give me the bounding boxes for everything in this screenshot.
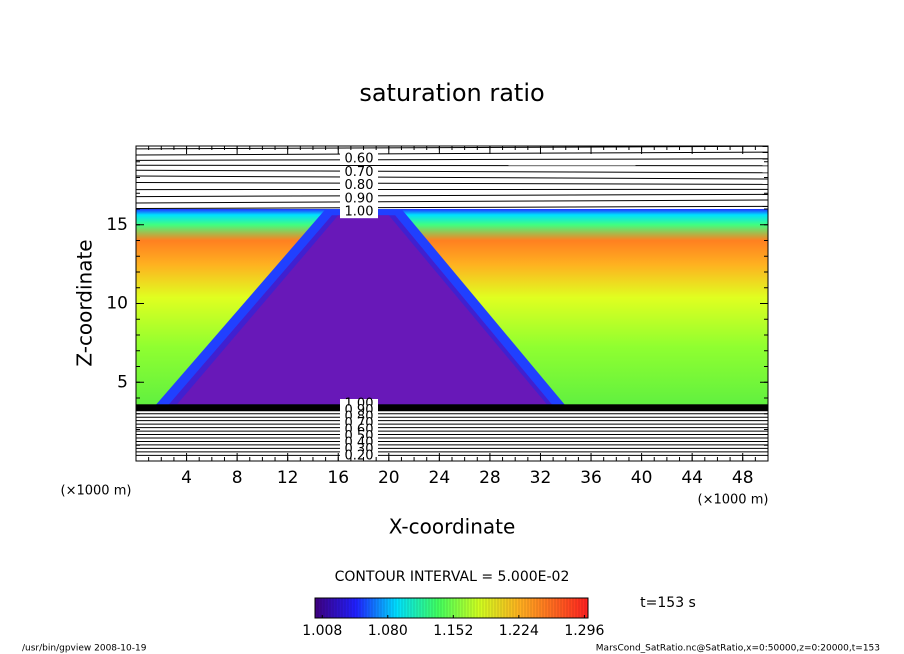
label-bg [340,418,378,429]
colorbar-label: 1.008 [302,623,342,639]
label-bg [340,438,378,448]
contour-line [135,175,769,180]
y-tick-label: 15 [106,215,128,235]
colorbar [314,597,589,619]
contour-line [135,169,769,174]
x-unit: (×1000 m) [698,493,769,508]
contour-line [135,182,769,185]
label-bg [340,399,378,409]
x-tick-label: 44 [681,468,703,488]
colorbar-label: 1.296 [564,623,604,639]
x-tick-label: 12 [277,468,299,488]
field [135,145,769,456]
contour-label: 0.90 [345,191,374,206]
footer: MarsCond_SatRatio.nc@SatRatio,x=0:50000,… [596,644,880,654]
label-bg [340,412,378,422]
y-axis-label: Z-coordinate [73,239,97,366]
contour-line [135,151,769,156]
contour-line [135,164,769,167]
contour-line [135,193,769,198]
contour-line [135,158,769,161]
label-bg [340,451,378,461]
contour-label: 1.00 [345,205,374,220]
x-tick-label: 40 [631,468,653,488]
y-tick-label: 5 [117,372,128,392]
contour-label: 0.70 [345,165,374,180]
x-axis-label: X-coordinate [389,515,516,539]
label-bg [340,192,378,205]
label-bg [340,444,378,455]
colorbar-label: 1.080 [368,623,408,639]
contour-line [136,404,768,411]
time-label: t=153 s [640,595,696,611]
chart-title: saturation ratio [359,79,544,107]
contour-label: 0.20 [345,449,374,464]
x-unit: (×1000 m) [61,484,132,499]
x-tick-label: 32 [530,468,552,488]
contour-interval: CONTOUR INTERVAL = 5.000E-02 [335,569,570,585]
cloud-region [177,215,547,405]
contour-label: 0.60 [345,152,374,167]
label-bg [340,179,378,192]
label-bg [340,166,378,179]
contour-line [135,199,769,204]
x-tick-label: 48 [732,468,754,488]
x-tick-label: 24 [429,468,451,488]
label-bg [340,206,378,219]
x-tick-label: 8 [232,468,243,488]
contour-line [135,205,769,209]
label-bg [340,405,378,416]
label-bg [340,153,378,165]
x-tick-label: 16 [327,468,349,488]
x-tick-label: 4 [181,468,192,488]
contour-label: 0.80 [345,178,374,193]
footer: /usr/bin/gpview 2008-10-19 [22,644,147,654]
label-bg [340,431,378,442]
x-tick-label: 36 [580,468,602,488]
colorbar-label: 1.152 [433,623,473,639]
x-tick-label: 20 [378,468,400,488]
x-tick-label: 28 [479,468,501,488]
y-tick-label: 10 [106,294,128,314]
colorbar-label: 1.224 [499,623,539,639]
label-bg [340,425,378,435]
